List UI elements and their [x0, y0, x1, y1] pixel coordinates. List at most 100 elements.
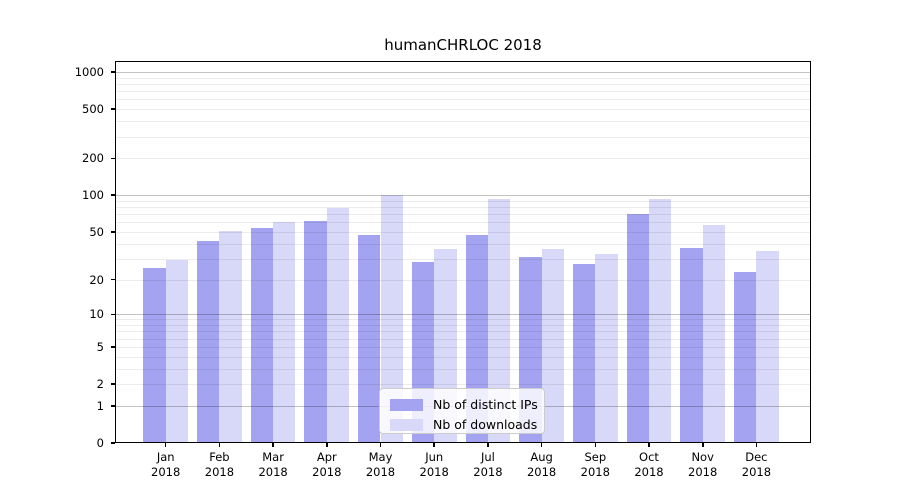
bar-downloads-jul — [487, 199, 511, 443]
xtick-mark-dec — [755, 443, 758, 447]
gridline-70 — [115, 214, 811, 216]
ytick-label-500: 500 — [82, 102, 104, 117]
gridline-30 — [115, 258, 811, 260]
xtick-mark-jan — [164, 443, 167, 447]
xtick-label-jul: Jul 2018 — [456, 450, 520, 480]
gridline-9 — [115, 319, 811, 321]
ytick-mark-100 — [110, 194, 115, 196]
gridline-10 — [115, 314, 811, 316]
gridline-40 — [115, 243, 811, 245]
xtick-year-oct: 2018 — [634, 465, 664, 479]
ips-swatch-icon — [390, 398, 423, 411]
xtick-mark-feb — [218, 443, 221, 447]
gridline-600 — [115, 99, 811, 101]
ytick-label-10: 10 — [89, 307, 104, 322]
gridline-900 — [115, 77, 811, 79]
bar-ips-dec — [734, 272, 757, 443]
xtick-mark-sep — [594, 443, 596, 447]
gridline-8 — [115, 325, 811, 326]
ytick-mark-1 — [110, 405, 115, 407]
ytick-label-2: 2 — [96, 377, 104, 391]
bar-downloads-dec — [756, 250, 779, 443]
xtick-label-jan: Jan 2018 — [134, 450, 198, 480]
xtick-label-dec: Dec 2018 — [724, 450, 788, 480]
gridline-6 — [115, 338, 811, 340]
gridline-20 — [115, 279, 811, 281]
bar-downloads-sep — [595, 253, 618, 443]
chart-title: humanCHRLOC 2018 — [384, 36, 542, 54]
gridline-700 — [115, 91, 811, 93]
gridline-100 — [115, 195, 811, 197]
gridline-1000 — [115, 72, 811, 73]
xtick-label-nov: Nov 2018 — [671, 450, 735, 480]
xtick-label-sep: Sep 2018 — [563, 450, 627, 480]
xtick-year-jul: 2018 — [473, 465, 503, 479]
xtick-label-aug: Aug 2018 — [510, 450, 574, 480]
bar-ips-mar — [250, 227, 274, 443]
gridline-3 — [115, 368, 811, 370]
legend-label-ips: Nb of distinct IPs — [433, 397, 538, 412]
ytick-label-20: 20 — [89, 272, 104, 287]
xtick-label-oct: Oct 2018 — [617, 450, 681, 480]
xtick-mark-oct — [648, 443, 650, 447]
xtick-year-dec: 2018 — [741, 465, 772, 479]
bar-ips-feb — [197, 241, 220, 443]
bar-downloads-aug — [541, 249, 564, 443]
gridline-400 — [115, 121, 811, 123]
ytick-mark-0 — [110, 442, 115, 444]
legend-item-ips: Nb of distinct IPs — [390, 396, 538, 413]
ytick-mark-10 — [110, 313, 115, 315]
gridline-5 — [115, 346, 811, 348]
bar-ips-oct — [626, 214, 649, 443]
bar-ips-sep — [572, 264, 596, 443]
gridline-90 — [115, 200, 811, 202]
xtick-label-jun: Jun 2018 — [402, 450, 466, 480]
gridline-60 — [115, 222, 811, 224]
ytick-mark-1000 — [110, 71, 115, 73]
ytick-label-100: 100 — [82, 188, 104, 203]
xtick-year-sep: 2018 — [580, 465, 610, 479]
bar-downloads-nov — [702, 225, 726, 443]
xtick-year-jan: 2018 — [151, 465, 181, 479]
legend-item-downloads: Nb of downloads — [390, 416, 538, 433]
gridline-80 — [115, 207, 811, 208]
gridline-200 — [115, 158, 811, 160]
gridline-300 — [115, 136, 811, 138]
xtick-year-apr: 2018 — [312, 465, 342, 479]
ytick-label-1000: 1000 — [74, 65, 104, 79]
gridline-800 — [115, 84, 811, 85]
gridline-7 — [115, 331, 811, 333]
xtick-mark-nov — [702, 443, 704, 447]
bar-ips-apr — [304, 220, 327, 443]
xtick-mark-mar — [272, 443, 274, 447]
ytick-mark-2 — [110, 383, 115, 385]
legend-label-downloads: Nb of downloads — [433, 417, 538, 432]
legend: Nb of distinct IPs Nb of downloads — [379, 388, 545, 434]
xtick-label-apr: Apr 2018 — [295, 450, 359, 480]
bar-downloads-may — [380, 195, 403, 443]
downloads-swatch-icon — [390, 418, 423, 431]
xtick-label-mar: Mar 2018 — [241, 450, 305, 480]
bar-downloads-oct — [649, 199, 672, 443]
ytick-mark-200 — [110, 157, 115, 159]
ytick-mark-50 — [110, 231, 115, 233]
xtick-year-may: 2018 — [365, 465, 396, 479]
xtick-mark-may — [379, 443, 382, 447]
plot-area — [115, 61, 811, 443]
xtick-year-nov: 2018 — [688, 465, 718, 479]
xtick-year-aug: 2018 — [526, 465, 557, 479]
xtick-mark-jul — [487, 443, 489, 447]
xtick-year-mar: 2018 — [258, 465, 288, 479]
xtick-year-jun: 2018 — [419, 465, 449, 479]
xtick-mark-aug — [540, 443, 543, 447]
gridline-50 — [115, 231, 811, 233]
bar-downloads-mar — [273, 222, 296, 443]
bar-downloads-jan — [165, 260, 189, 443]
xtick-mark-apr — [326, 443, 328, 447]
ytick-label-1: 1 — [96, 398, 104, 413]
xtick-year-feb: 2018 — [204, 465, 235, 479]
bar-downloads-apr — [326, 208, 350, 443]
xtick-label-feb: Feb 2018 — [187, 450, 251, 480]
gridline-2 — [115, 384, 811, 385]
